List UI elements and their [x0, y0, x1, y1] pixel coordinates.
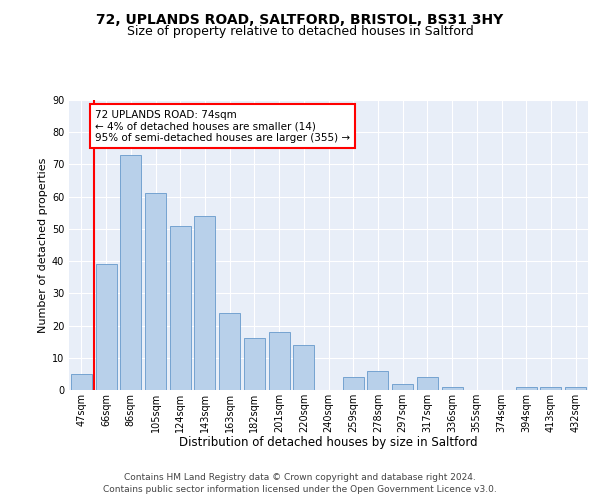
Text: Contains HM Land Registry data © Crown copyright and database right 2024.
Contai: Contains HM Land Registry data © Crown c…: [103, 473, 497, 494]
Bar: [442, 387, 463, 390]
Bar: [194, 216, 215, 390]
Text: Size of property relative to detached houses in Saltford: Size of property relative to detached ho…: [127, 25, 473, 38]
Bar: [565, 387, 586, 390]
Bar: [145, 194, 166, 390]
Bar: [367, 370, 388, 390]
Bar: [343, 377, 364, 390]
Y-axis label: Number of detached properties: Number of detached properties: [38, 158, 47, 332]
Bar: [71, 374, 92, 390]
Text: 72, UPLANDS ROAD, SALTFORD, BRISTOL, BS31 3HY: 72, UPLANDS ROAD, SALTFORD, BRISTOL, BS3…: [97, 12, 503, 26]
Bar: [219, 312, 240, 390]
Bar: [120, 155, 141, 390]
Bar: [244, 338, 265, 390]
Bar: [95, 264, 116, 390]
Bar: [293, 345, 314, 390]
Bar: [417, 377, 438, 390]
Bar: [392, 384, 413, 390]
Bar: [170, 226, 191, 390]
Bar: [269, 332, 290, 390]
Bar: [516, 387, 537, 390]
X-axis label: Distribution of detached houses by size in Saltford: Distribution of detached houses by size …: [179, 436, 478, 450]
Bar: [541, 387, 562, 390]
Text: 72 UPLANDS ROAD: 74sqm
← 4% of detached houses are smaller (14)
95% of semi-deta: 72 UPLANDS ROAD: 74sqm ← 4% of detached …: [95, 110, 350, 143]
